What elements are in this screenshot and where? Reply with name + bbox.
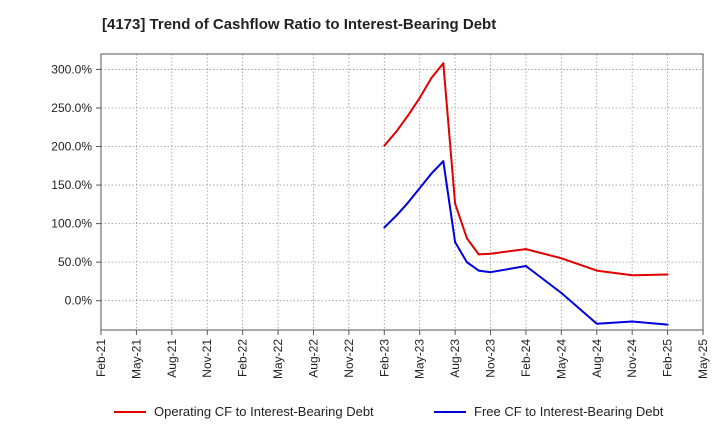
legend-item-free-cf: Free CF to Interest-Bearing Debt	[434, 404, 663, 419]
series-1-point	[489, 271, 492, 274]
series-layer	[383, 62, 669, 326]
x-tick-label: Aug-21	[165, 339, 179, 378]
series-0-point	[524, 248, 527, 251]
x-tick-label: May-21	[129, 339, 143, 379]
legend-item-operating-cf: Operating CF to Interest-Bearing Debt	[114, 404, 374, 419]
x-tick-label: Aug-24	[590, 339, 604, 378]
series-0-point	[489, 252, 492, 255]
grid-layer	[100, 54, 704, 330]
series-0-point	[560, 257, 563, 260]
tick-layer: Feb-21 May-21 Aug-21 Nov-21 Feb-22 May-22 Aug-…	[51, 62, 710, 379]
y-tick-label: 200.0%	[51, 140, 92, 154]
series-0-point	[666, 273, 669, 276]
series-1-point	[595, 322, 598, 325]
series-1-point	[395, 214, 398, 217]
series-1-point	[454, 241, 457, 244]
series-1-point	[524, 265, 527, 267]
series-0-point	[430, 76, 433, 79]
x-tick-label: Aug-22	[306, 339, 320, 378]
x-tick-label: May-23	[413, 339, 427, 379]
series-0-point	[383, 144, 386, 147]
x-tick-label: Nov-24	[625, 339, 639, 378]
x-tick-label: Feb-21	[94, 339, 108, 377]
series-1-point	[383, 226, 386, 229]
legend-label-operating-cf: Operating CF to Interest-Bearing Debt	[154, 404, 374, 419]
y-tick-label: 100.0%	[51, 217, 92, 231]
series-1-point	[477, 269, 480, 272]
series-0-point	[418, 96, 421, 99]
x-tick-label: Nov-23	[484, 339, 498, 378]
series-0-point	[454, 202, 457, 205]
series-1-point	[430, 172, 433, 175]
x-tick-label: May-24	[554, 339, 568, 379]
y-tick-label: 50.0%	[58, 255, 92, 269]
y-tick-label: 0.0%	[65, 294, 93, 308]
x-tick-label: May-25	[696, 339, 710, 379]
y-tick-label: 150.0%	[51, 178, 92, 192]
series-1-point	[406, 201, 409, 204]
series-0-point	[631, 274, 634, 277]
series-0-point	[595, 269, 598, 272]
chart-title: [4173] Trend of Cashflow Ratio to Intere…	[102, 16, 497, 33]
x-tick-label: Nov-22	[342, 339, 356, 378]
y-tick-label: 300.0%	[51, 62, 92, 76]
series-1-point	[631, 320, 634, 323]
series-0-point	[477, 253, 480, 256]
series-0-point	[465, 237, 468, 240]
x-tick-label: May-22	[271, 339, 285, 379]
x-tick-label: Nov-21	[200, 339, 214, 378]
series-1-point	[560, 292, 563, 294]
legend-label-free-cf: Free CF to Interest-Bearing Debt	[474, 404, 664, 419]
x-tick-label: Aug-23	[448, 339, 462, 378]
x-tick-label: Feb-23	[377, 339, 391, 377]
series-1-point	[418, 187, 421, 190]
series-0-point	[395, 130, 398, 133]
series-0-point	[442, 62, 445, 65]
x-tick-label: Feb-24	[519, 339, 533, 377]
y-tick-label: 250.0%	[51, 101, 92, 115]
legend-swatch-free-cf	[434, 410, 466, 413]
series-1-point	[666, 323, 669, 326]
series-0-point	[406, 114, 409, 117]
legend-swatch-operating-cf	[114, 410, 146, 413]
legend: Operating CF to Interest-Bearing Debt Fr…	[0, 404, 720, 426]
x-tick-label: Feb-22	[236, 339, 250, 377]
series-1-point	[442, 160, 445, 163]
series-1-point	[465, 261, 468, 264]
x-tick-label: Feb-25	[661, 339, 675, 377]
plot-frame	[100, 53, 704, 331]
